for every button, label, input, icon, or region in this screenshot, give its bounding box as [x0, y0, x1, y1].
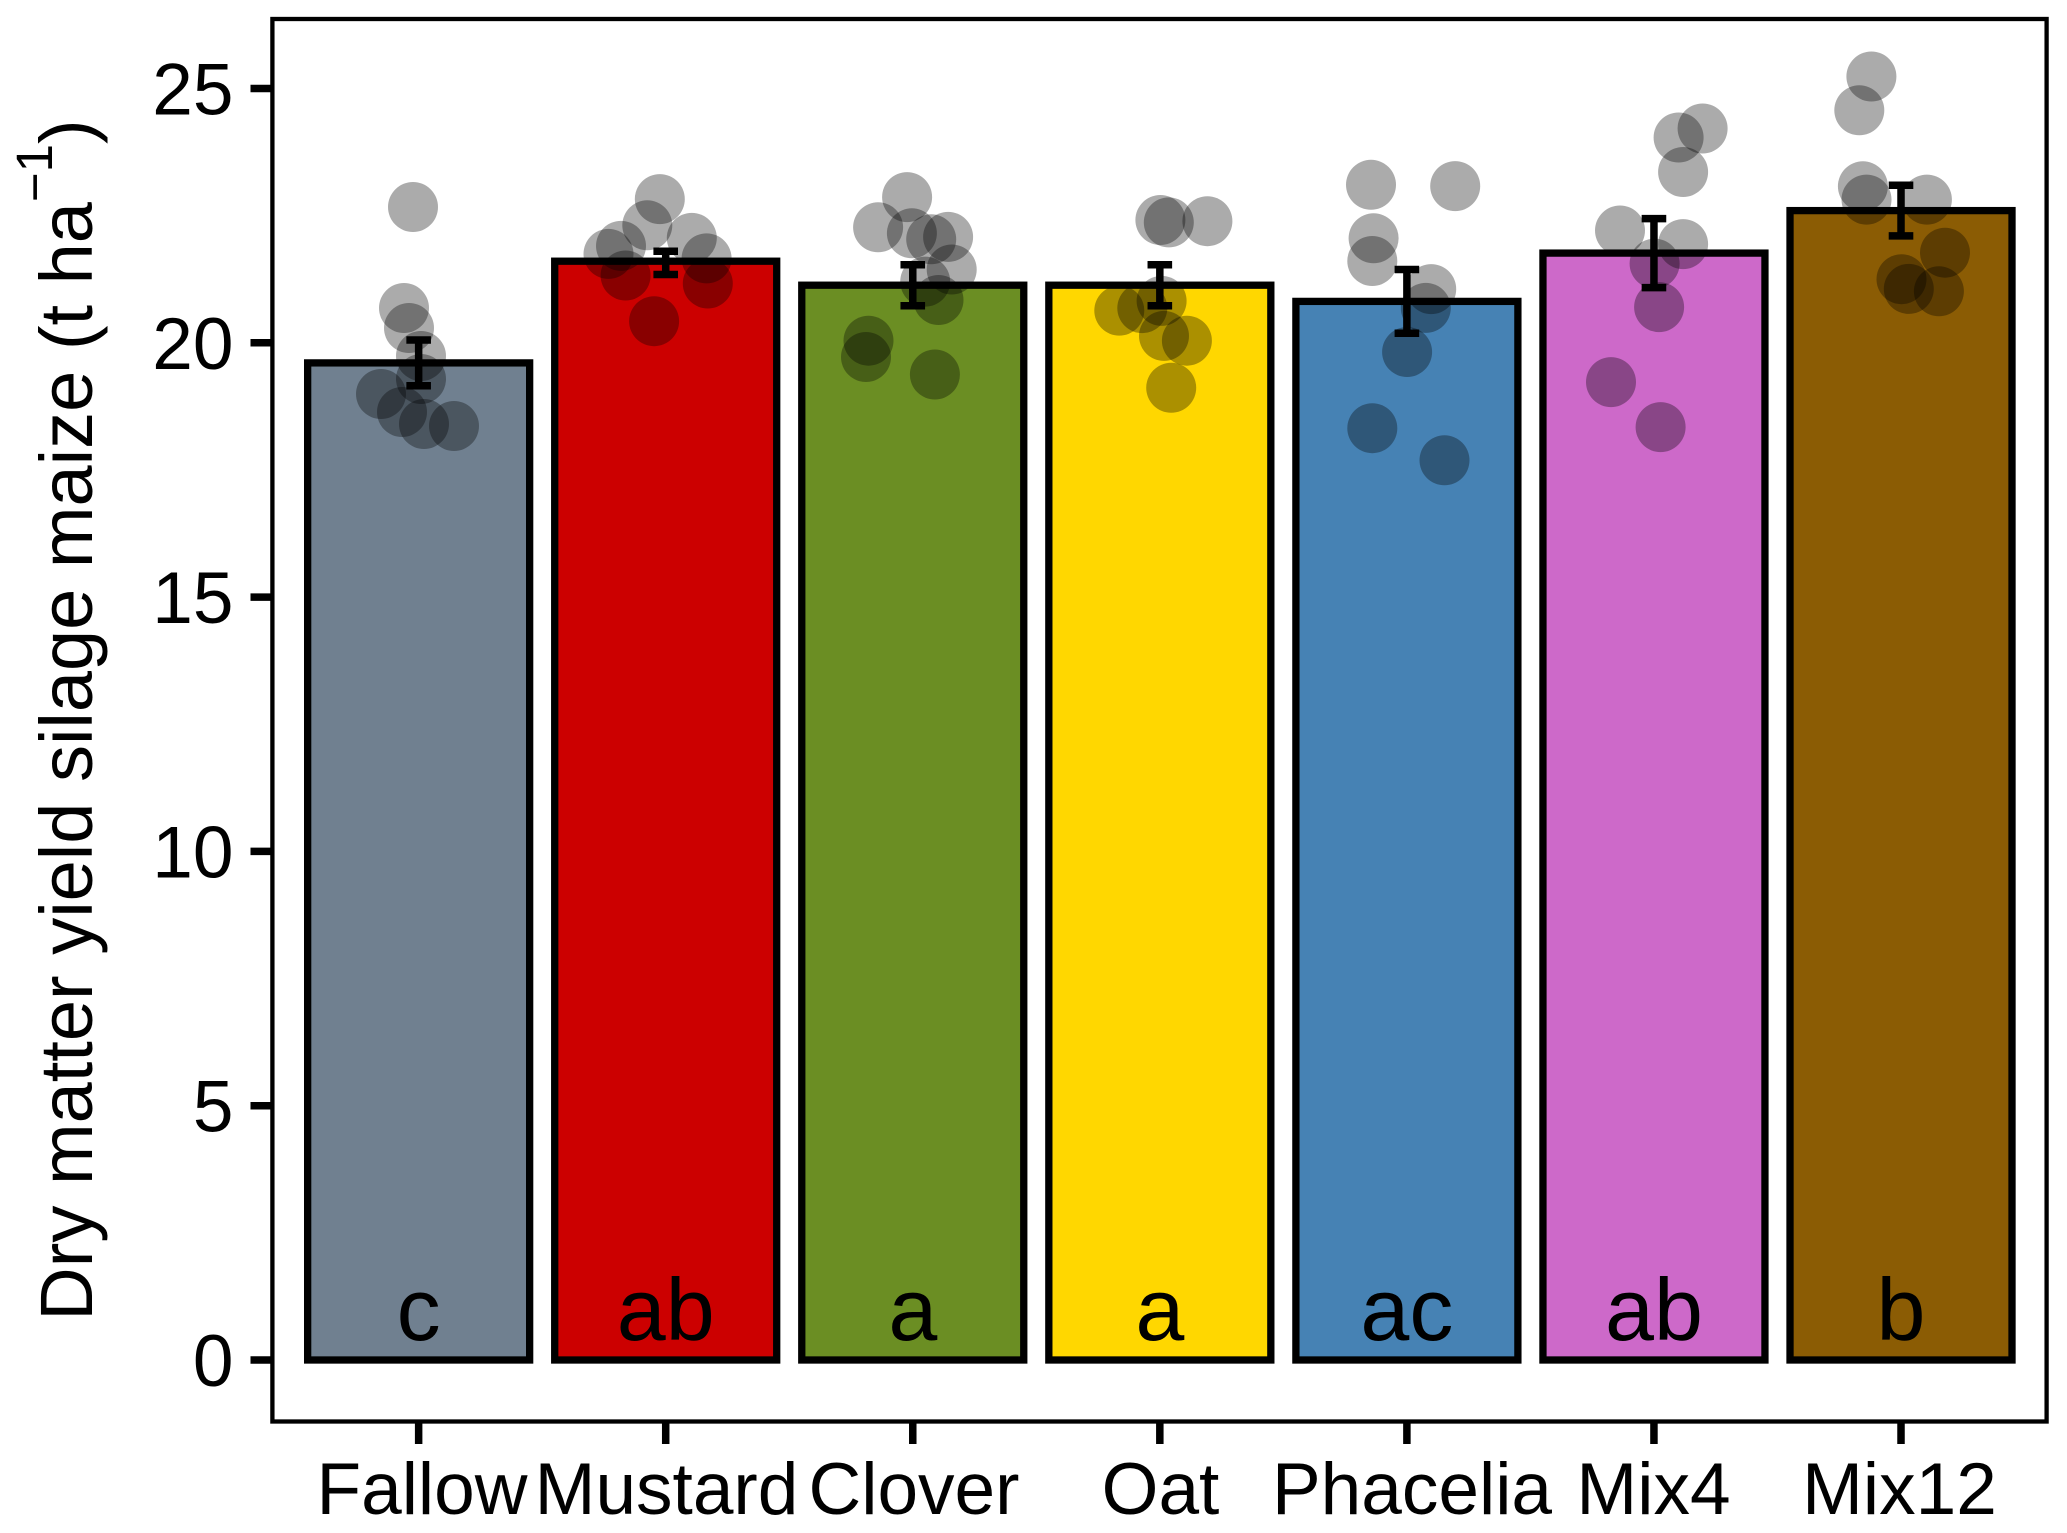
svg-text:ab: ab — [1605, 1260, 1703, 1359]
svg-text:20: 20 — [152, 304, 233, 385]
svg-text:0: 0 — [193, 1321, 234, 1402]
svg-text:ac: ac — [1360, 1260, 1453, 1359]
svg-text:10: 10 — [152, 812, 233, 893]
svg-text:ab: ab — [617, 1260, 715, 1359]
svg-text:Mustard: Mustard — [535, 1449, 799, 1530]
svg-text:c: c — [397, 1260, 441, 1359]
svg-text:Mix4: Mix4 — [1576, 1449, 1730, 1530]
svg-text:Fallow: Fallow — [317, 1449, 528, 1530]
svg-text:Clover: Clover — [809, 1449, 1020, 1530]
svg-text:a: a — [888, 1260, 937, 1359]
svg-text:Phacelia: Phacelia — [1272, 1449, 1552, 1530]
svg-text:b: b — [1877, 1260, 1926, 1359]
svg-text:25: 25 — [152, 50, 233, 131]
svg-text:15: 15 — [152, 558, 233, 639]
svg-text:Oat: Oat — [1102, 1449, 1220, 1530]
svg-text:Mix12: Mix12 — [1802, 1449, 1997, 1530]
svg-text:5: 5 — [193, 1067, 234, 1148]
svg-text:a: a — [1135, 1260, 1184, 1359]
